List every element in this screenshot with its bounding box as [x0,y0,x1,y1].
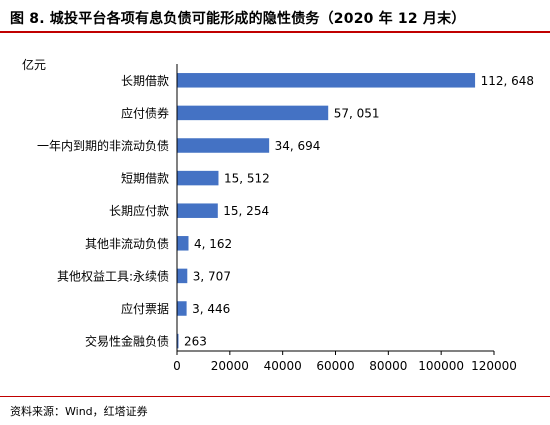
value-label: 57, 051 [334,106,380,120]
x-tick-label: 20000 [211,359,249,373]
value-label: 15, 254 [223,204,269,218]
bar [177,170,219,186]
title-rule [0,31,550,33]
bars-group [177,73,476,349]
bar [177,73,476,88]
category-label: 一年内到期的非流动负债 [37,138,169,153]
source-note: 资料来源：Wind，红塔证券 [10,405,148,418]
bar [177,268,188,284]
bar [177,138,270,153]
x-tick-label: 120000 [471,359,517,373]
value-label: 263 [184,335,207,349]
value-label: 15, 512 [224,172,270,186]
category-label: 应付票据 [121,301,169,316]
x-tick-label: 100000 [418,359,464,373]
value-label: 112, 648 [481,74,534,88]
category-label: 长期应付款 [109,203,169,218]
value-label: 3, 707 [193,269,231,283]
bar [177,105,329,121]
x-axis: 0 20000 40000 60000 80000 100000 120000 [173,350,517,373]
bar [177,301,187,316]
x-tick-label: 40000 [264,359,302,373]
category-label: 短期借款 [121,172,169,186]
bar [177,236,189,251]
x-tick-label: 0 [173,359,181,373]
value-label: 34, 694 [275,139,321,153]
unit-label: 亿元 [22,57,46,72]
category-label: 其他非流动负债 [85,237,169,251]
value-label: 3, 446 [192,302,230,316]
bar [177,203,218,218]
chart-title: 图 8. 城投平台各项有息负债可能形成的隐性债务（2020 年 12 月末） [10,11,466,27]
value-labels-group: 112, 648 57, 051 34, 694 15, 512 15, 254 4, 1… [184,74,534,349]
category-label: 长期借款 [121,74,169,88]
value-label: 4, 162 [194,237,232,251]
source-rule [0,396,550,397]
x-tick-label: 80000 [369,359,407,373]
bar [177,333,179,349]
category-label: 应付债券 [121,105,169,120]
category-label: 交易性金融负债 [85,334,169,349]
x-tick-label: 60000 [316,359,354,373]
category-labels-group: 长期借款应付债券一年内到期的非流动负债短期借款长期应付款其他非流动负债其他权益工… [37,74,169,349]
category-label: 其他权益工具:永续债 [57,269,169,283]
